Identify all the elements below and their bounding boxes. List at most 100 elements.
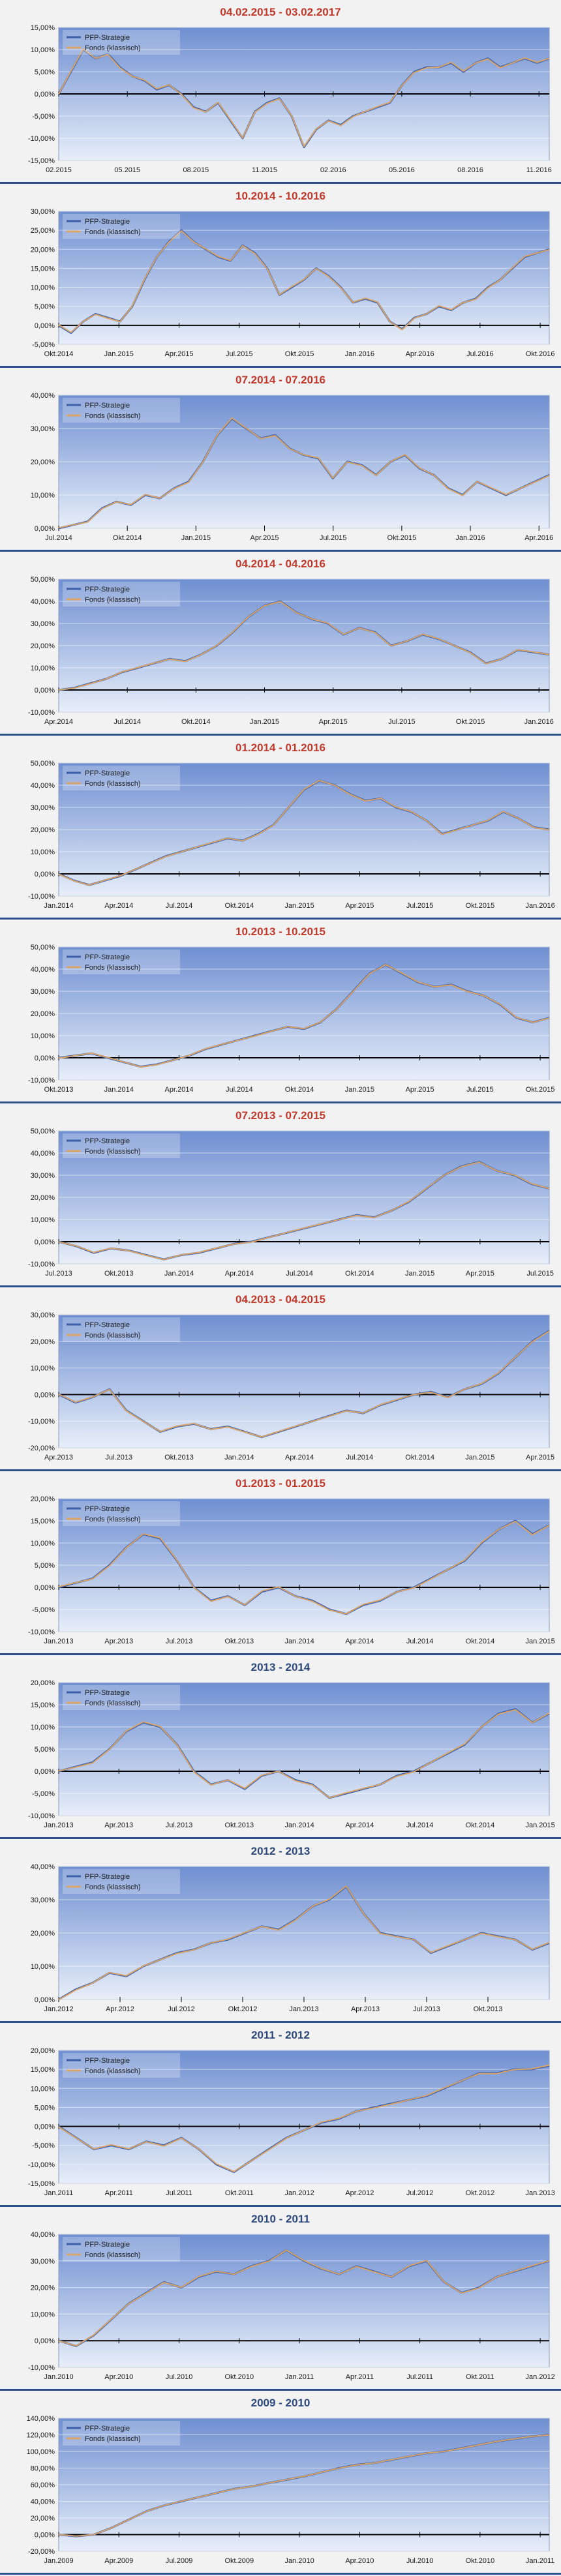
x-tick-label: Apr.2013: [104, 1821, 133, 1829]
y-tick-label: 40,00%: [31, 598, 55, 606]
y-tick-label: 30,00%: [31, 2258, 55, 2266]
y-tick-label: -10,00%: [28, 1812, 55, 1820]
y-tick-label: 10,00%: [31, 46, 55, 54]
y-tick-label: 0,00%: [35, 525, 55, 533]
y-tick-label: 15,00%: [31, 1701, 55, 1709]
series-line-fonds: [58, 417, 550, 529]
x-tick-label: Jul.2013: [45, 1270, 72, 1278]
y-tick-label: 10,00%: [31, 848, 55, 856]
x-tick-label: Okt.2010: [224, 2373, 254, 2381]
series-line-fonds: [58, 1330, 550, 1438]
legend-box: [63, 1869, 180, 1894]
x-tick-label: Jul.2011: [406, 2373, 433, 2381]
chart-svg: 2012 - 2013 0,00% 10,00% 20,00% 30,00% 40,00%…: [31, 1845, 550, 2013]
y-tick-label: 80,00%: [31, 2465, 55, 2473]
y-tick-label: -5,00%: [32, 1790, 55, 1798]
legend: PFP-Strategie Fonds (klassisch): [63, 1317, 180, 1342]
chart-0: 04.02.2015 - 03.02.2017 -15,00% -10,00% -5,…: [0, 0, 561, 182]
x-tick-label: 08.2016: [457, 166, 483, 174]
y-tick-label: 50,00%: [31, 1128, 55, 1135]
legend-label: Fonds (klassisch): [85, 2067, 141, 2075]
y-tick-label: 10,00%: [31, 1216, 55, 1224]
y-tick-label: 60,00%: [31, 2481, 55, 2489]
y-tick-label: 10,00%: [31, 1032, 55, 1040]
legend-label: Fonds (klassisch): [85, 2251, 141, 2259]
x-tick-label: Apr.2009: [104, 2557, 133, 2565]
x-tick-label: Apr.2014: [345, 1821, 374, 1829]
x-tick-label: Okt.2010: [466, 2557, 495, 2565]
y-tick-label: 0,00%: [35, 1391, 55, 1399]
x-tick-label: Jul.2014: [45, 534, 72, 542]
legend-label: PFP-Strategie: [85, 2425, 130, 2433]
x-tick-label: Jan.2013: [289, 2005, 318, 2013]
x-tick-label: Okt.2015: [456, 718, 485, 726]
y-tick-label: 20,00%: [31, 642, 55, 650]
x-tick-label: Okt.2014: [405, 1454, 434, 1461]
x-tick-label: Okt.2016: [526, 350, 555, 358]
x-tick-label: Jul.2014: [114, 718, 141, 726]
series-line-fonds: [58, 964, 550, 1068]
legend-box: [63, 2053, 180, 2078]
x-tick-label: Jul.2015: [406, 902, 434, 910]
x-tick-label: Apr.2015: [406, 1086, 434, 1094]
x-tick-label: Okt.2012: [466, 2189, 495, 2197]
y-tick-label: 10,00%: [31, 1724, 55, 1731]
x-tick-label: Apr.2014: [345, 1638, 374, 1645]
plot-area: [58, 2050, 550, 2184]
x-tick-label: Jan.2011: [526, 2557, 554, 2565]
y-tick-label: 10,00%: [31, 2085, 55, 2093]
x-tick-label: Okt.2015: [526, 1086, 555, 1094]
series-line-fonds: [58, 601, 550, 691]
legend-label: PFP-Strategie: [85, 770, 130, 777]
chart-title: 01.2013 - 01.2015: [235, 1477, 326, 1490]
y-tick-label: 40,00%: [31, 782, 55, 790]
legend-label: PFP-Strategie: [85, 1689, 130, 1697]
legend: PFP-Strategie Fonds (klassisch): [63, 1133, 180, 1158]
y-tick-label: 30,00%: [31, 988, 55, 996]
chart-svg: 01.2014 - 01.2016 -10,00% 0,00% 10,00% 20,00…: [28, 741, 555, 910]
y-tick-label: 0,00%: [35, 1238, 55, 1246]
y-tick-label: 20,00%: [31, 1338, 55, 1346]
x-tick-label: Apr.2014: [165, 1086, 194, 1094]
y-tick-label: 10,00%: [31, 1365, 55, 1373]
series-line-fonds: [58, 230, 550, 333]
y-tick-label: 20,00%: [31, 826, 55, 834]
y-tick-label: -20,00%: [28, 1445, 55, 1452]
y-tick-label: 5,00%: [35, 2104, 55, 2112]
chart-svg: 10.2014 - 10.2016 -5,00% 0,00% 5,00% 10,00% 1…: [31, 190, 555, 358]
x-tick-label: Jan.2015: [104, 350, 134, 358]
y-tick-label: 140,00%: [27, 2415, 55, 2423]
legend-label: Fonds (klassisch): [85, 1700, 141, 1707]
y-tick-label: 20,00%: [31, 458, 55, 466]
legend-box: [63, 398, 180, 423]
chart-4: 01.2014 - 01.2016 -10,00% 0,00% 10,00% 20,00…: [0, 736, 561, 918]
y-tick-label: 10,00%: [31, 492, 55, 500]
chart-title: 07.2013 - 07.2015: [235, 1109, 326, 1122]
chart-divider: [0, 1469, 561, 1471]
chart-2: 07.2014 - 07.2016 0,00% 10,00% 20,00% 30,00%…: [0, 368, 561, 550]
y-tick-label: 20,00%: [31, 2047, 55, 2055]
legend-label: PFP-Strategie: [85, 1137, 130, 1145]
x-tick-label: Jan.2015: [250, 718, 279, 726]
legend-box: [63, 30, 180, 55]
x-tick-label: Jan.2014: [284, 1821, 314, 1829]
x-tick-label: 05.2015: [114, 166, 140, 174]
series-line-fonds: [58, 2249, 550, 2347]
x-tick-label: Okt.2014: [44, 350, 74, 358]
y-tick-label: 5,00%: [35, 1562, 55, 1570]
x-tick-label: Apr.2011: [346, 2373, 374, 2381]
x-tick-label: Okt.2014: [224, 902, 254, 910]
chart-divider: [0, 366, 561, 368]
chart-7: 04.2013 - 04.2015 -20,00% -10,00% 0,00% 10,0…: [0, 1287, 561, 1469]
chart-title: 04.02.2015 - 03.02.2017: [220, 6, 341, 18]
x-tick-label: Okt.2012: [228, 2005, 258, 2013]
chart-divider: [0, 1837, 561, 1839]
x-tick-label: Jan.2015: [526, 1638, 555, 1645]
x-tick-label: Jul.2014: [166, 902, 193, 910]
x-tick-label: Jan.2014: [44, 902, 73, 910]
x-tick-label: Jul.2012: [168, 2005, 195, 2013]
series-line-fonds: [58, 779, 550, 886]
legend-box: [63, 582, 180, 607]
legend-box: [63, 950, 180, 974]
y-tick-label: 0,00%: [35, 2337, 55, 2345]
